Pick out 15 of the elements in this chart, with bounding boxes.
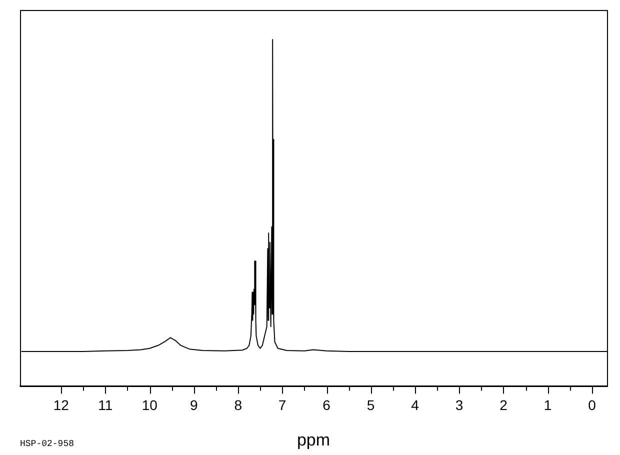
- x-tick-label: 11: [98, 397, 113, 414]
- x-tick-label: 8: [234, 397, 242, 414]
- x-tick-label: 0: [588, 397, 596, 414]
- x-tick-label: 6: [322, 397, 331, 414]
- x-tick-label: 7: [278, 397, 286, 414]
- x-tick-label: 10: [142, 397, 158, 414]
- x-tick-label: 1: [544, 397, 552, 414]
- text: HSP-02-958: [20, 439, 74, 449]
- x-tick-label: 4: [411, 397, 420, 414]
- x-axis-title: ppm: [296, 430, 330, 450]
- x-tick-label: 9: [190, 397, 198, 414]
- x-tick-label: 3: [455, 397, 464, 414]
- x-tick-label: 5: [366, 397, 375, 414]
- x-tick-label: 12: [53, 397, 70, 414]
- x-tick-label: 2: [500, 397, 508, 414]
